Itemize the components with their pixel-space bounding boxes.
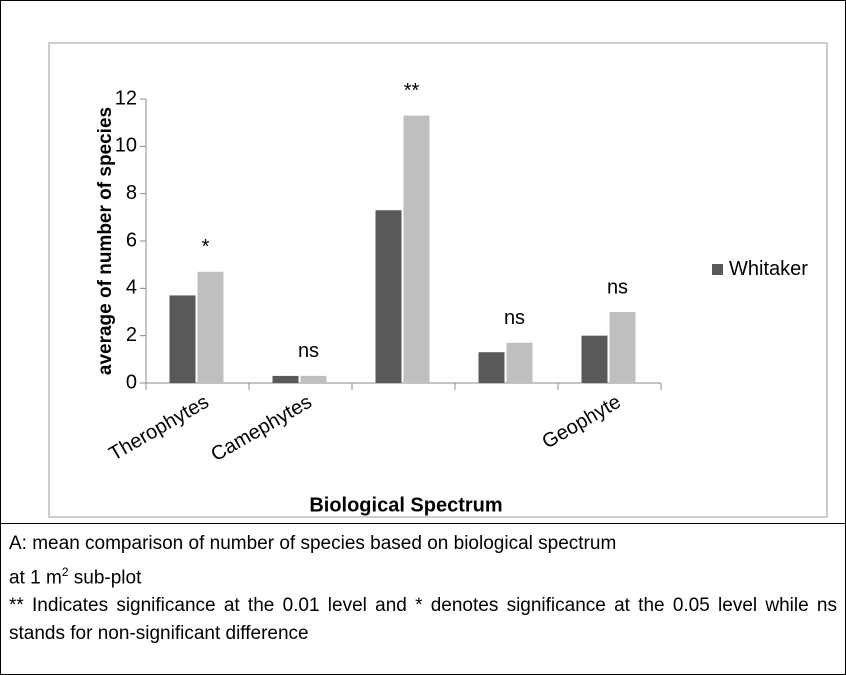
y-tick-label: 8 — [126, 182, 137, 204]
legend-label: Whitaker — [729, 258, 808, 280]
significance-label: * — [202, 236, 210, 258]
x-axis-label: Biological Spectrum — [309, 494, 502, 516]
y-axis-label: average of number of species — [95, 107, 116, 375]
bar — [375, 210, 402, 383]
significance-label: ** — [404, 80, 420, 102]
y-tick-label: 4 — [126, 277, 137, 299]
bar — [169, 295, 196, 383]
x-tick-label: Camephytes — [207, 391, 315, 466]
chart-frame — [48, 42, 828, 518]
y-tick-label: 12 — [115, 87, 137, 109]
caption-note: ** Indicates significance at the 0.01 le… — [9, 595, 837, 645]
bar — [506, 342, 533, 383]
caption: A: mean comparison of number of species … — [1, 523, 845, 654]
bar — [403, 115, 430, 384]
y-tick-label: 6 — [126, 229, 137, 251]
caption-text: at 1 m — [9, 567, 62, 589]
y-tick-label: 0 — [126, 371, 137, 393]
y-tick-label: 2 — [126, 324, 137, 346]
legend: Whitaker — [712, 256, 830, 283]
bar — [272, 375, 299, 383]
legend-swatch — [712, 264, 723, 275]
y-tick-label: 10 — [115, 135, 137, 157]
bar — [197, 271, 224, 383]
caption-text: A: mean comparison of number of species … — [9, 533, 617, 554]
bar — [609, 312, 636, 383]
significance-label: ns — [298, 340, 319, 362]
bar — [478, 352, 505, 383]
bar — [300, 375, 327, 383]
caption-text: sub-plot — [68, 567, 142, 589]
caption-line: A: mean comparison of number of species … — [9, 530, 837, 592]
x-tick-label: Therophytes — [105, 391, 212, 466]
bar — [581, 335, 608, 383]
legend-item: Whitaker — [712, 256, 830, 283]
significance-label: ns — [504, 307, 525, 329]
x-tick-label: Geophyte — [539, 391, 625, 453]
chart: average of number of species Biological … — [48, 42, 828, 518]
caption-superscript: 2 — [61, 565, 69, 579]
significance-label: ns — [607, 276, 628, 298]
